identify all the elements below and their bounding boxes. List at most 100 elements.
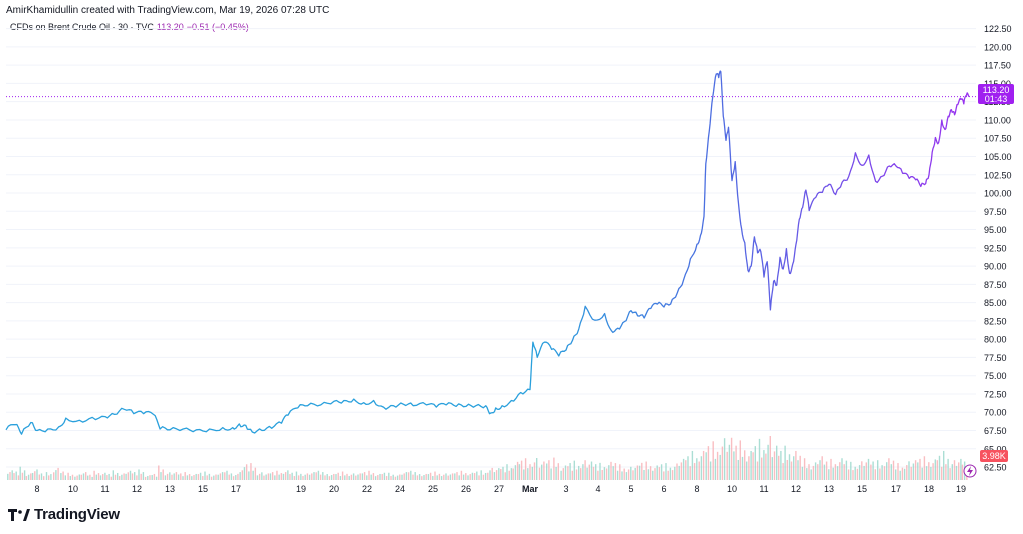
volume-bar (423, 475, 425, 480)
volume-bar (512, 468, 514, 480)
volume-bar (293, 476, 296, 480)
volume-bar (166, 473, 169, 480)
volume-bar (319, 474, 322, 480)
volume-bar (480, 470, 482, 480)
symbol-legend[interactable]: CFDs on Brent Crude Oil · 30 · TVC 113.20… (10, 22, 249, 32)
volume-bar (368, 470, 370, 480)
volume-bar (99, 475, 102, 480)
x-tick-label: Mar (522, 484, 539, 494)
volume-bar (806, 468, 808, 480)
volume-bar (531, 466, 533, 480)
volume-bar (153, 473, 156, 480)
y-tick-label: 100.00 (984, 189, 1012, 199)
volume-bar (784, 445, 786, 480)
x-tick-label: 3 (563, 484, 568, 494)
volume-bar (908, 461, 910, 480)
volume-bar (523, 469, 525, 480)
volume-bar (284, 472, 287, 480)
tradingview-logo[interactable]: TradingView (8, 506, 120, 523)
y-tick-label: 82.50 (984, 316, 1007, 326)
volume-bar (344, 475, 346, 480)
y-tick-label: 87.50 (984, 280, 1007, 290)
volume-bar (645, 461, 647, 480)
lightning-icon[interactable] (963, 464, 977, 478)
volume-bar (186, 475, 189, 480)
volume-bar (780, 450, 782, 480)
volume-bar (282, 473, 285, 480)
y-tick-label: 122.50 (984, 24, 1012, 34)
volume-bar (62, 471, 64, 480)
volume-bar (460, 470, 463, 480)
volume-bar (647, 469, 650, 480)
volume-bar (726, 451, 728, 480)
volume-bar (752, 452, 754, 480)
volume-bar (337, 472, 339, 480)
volume-bar (852, 470, 854, 480)
volume-bar (7, 473, 9, 480)
volume-bar (129, 470, 132, 480)
volume-bar (390, 476, 392, 480)
volume-bar (698, 461, 700, 480)
volume-bar (892, 460, 895, 480)
volume-bar (131, 473, 134, 480)
volume-bar (654, 468, 656, 480)
volume-bar (89, 474, 91, 480)
volume-bar (407, 472, 410, 480)
tradingview-logo-icon (8, 508, 30, 521)
x-axis[interactable]: 8 10 11 12 13 15 17 19 20 22 24 25 26 27 Mar 3 4 5 6 8 10 11 1… (34, 484, 966, 494)
volume-bar (687, 456, 689, 480)
volume-bar (140, 473, 142, 480)
volume-bar (614, 463, 617, 480)
x-tick-label: 17 (891, 484, 901, 494)
volume-bar (856, 468, 859, 480)
x-tick-label: 10 (68, 484, 78, 494)
volume-bar (769, 436, 771, 480)
volume-bar (11, 470, 13, 480)
legend-price: 113.20 (156, 22, 184, 32)
x-tick-label: 15 (857, 484, 867, 494)
y-axis[interactable]: 62.50 65.00 67.50 70.00 72.50 75.00 77.50 80.00… (984, 24, 1012, 472)
volume-bar (557, 463, 559, 480)
volume-bar (934, 459, 936, 480)
volume-bar (399, 474, 401, 480)
volume-bar (256, 475, 259, 480)
volume-bar (685, 460, 687, 480)
volume-bar (761, 457, 763, 480)
price-badge-countdown: 01:43 (985, 94, 1008, 104)
volume-bar (627, 469, 630, 480)
volume-bar (879, 468, 881, 480)
volume-bar (814, 462, 817, 480)
volume-bar (705, 452, 707, 480)
volume-bar (707, 446, 710, 480)
volume-bar (370, 474, 372, 480)
volume-bar (533, 462, 536, 480)
volume-bar (548, 460, 550, 480)
volume-bar (910, 466, 912, 480)
volume-bar (797, 460, 799, 480)
volume-bar (597, 470, 599, 480)
volume-bar (728, 444, 731, 480)
volume-bar (799, 455, 801, 480)
volume-bar (449, 474, 452, 480)
volume-bar (744, 450, 746, 480)
x-tick-label: 25 (428, 484, 438, 494)
volume-bar (160, 472, 162, 480)
volume-bar (680, 462, 683, 480)
volume-bar (326, 474, 328, 480)
volume-bar (23, 470, 26, 480)
volume-bar (102, 474, 104, 480)
volume-bar (177, 474, 180, 480)
volume-bar (914, 460, 917, 480)
volume-bar (899, 470, 901, 480)
volume-bar (906, 465, 908, 480)
volume-bar (64, 475, 66, 480)
volume-bar (951, 464, 953, 480)
volume-bar (119, 476, 121, 480)
volume-bar (78, 474, 80, 480)
volume-bar (696, 458, 698, 480)
price-badge-value: 113.20 (983, 85, 1010, 95)
volume-bar (601, 469, 603, 480)
volume-bar (571, 470, 573, 480)
volume-bar (125, 473, 127, 480)
